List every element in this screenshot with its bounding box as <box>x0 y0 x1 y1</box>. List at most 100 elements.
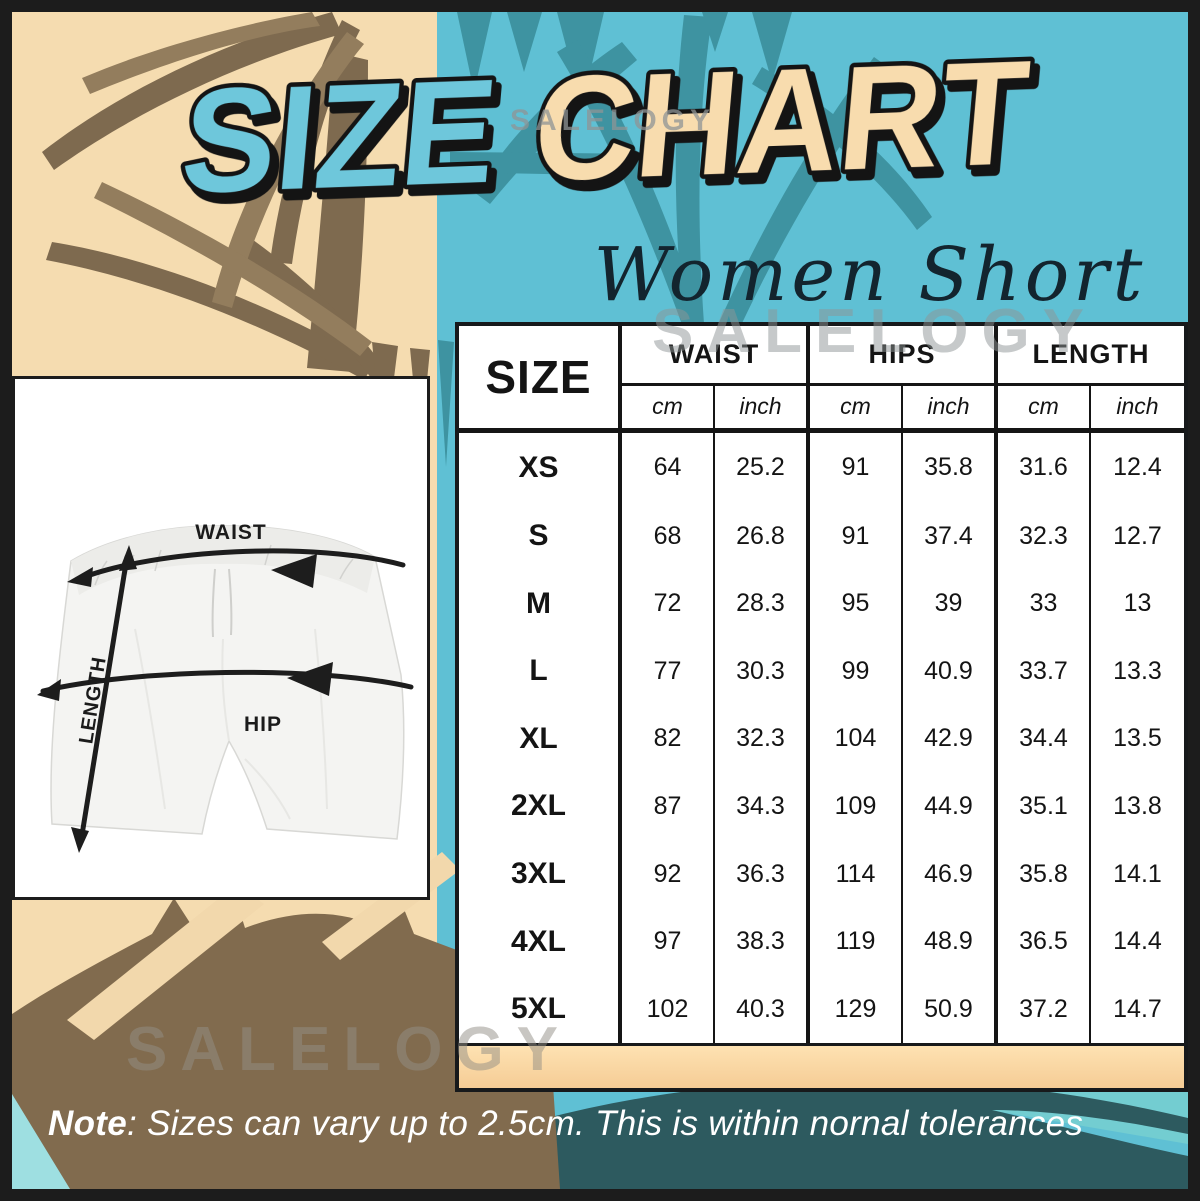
value-cell: 33 <box>994 570 1090 638</box>
value-cell: 77 <box>618 637 714 706</box>
size-table-body: XS 64 25.2 91 35.8 31.6 12.4 S 68 26.8 91 37.4 32.3 1… <box>459 430 1184 1043</box>
size-label: 5XL <box>459 975 622 1043</box>
column-header-size: SIZE <box>459 326 622 433</box>
value-cell: 35.8 <box>901 430 996 503</box>
value-cell: 114 <box>806 840 902 908</box>
title-word-size: SIZE <box>176 49 503 225</box>
size-table-panel: SIZE WAIST HIPS LENGTH cm inch cm inch c… <box>455 322 1188 1092</box>
svg-text:SIZE CHART: SIZE CHART <box>176 30 1035 224</box>
unit-header-inch: inch <box>901 384 996 433</box>
size-label: L <box>459 637 622 706</box>
value-cell: 35.8 <box>994 840 1090 908</box>
value-cell: 33.7 <box>994 637 1090 706</box>
table-row: XS 64 25.2 91 35.8 31.6 12.4 <box>459 430 1184 503</box>
value-cell: 82 <box>618 705 714 773</box>
unit-header-cm: cm <box>618 384 714 433</box>
column-header-hips: HIPS <box>806 326 996 386</box>
value-cell: 14.7 <box>1089 975 1184 1043</box>
table-row: 2XL 87 34.3 109 44.9 35.1 13.8 <box>459 772 1184 841</box>
value-cell: 39 <box>901 570 996 638</box>
value-cell: 38.3 <box>713 907 808 976</box>
hip-label: HIP <box>244 713 282 736</box>
value-cell: 91 <box>806 502 902 571</box>
table-row: M 72 28.3 95 39 33 13 <box>459 570 1184 638</box>
size-label: M <box>459 570 622 638</box>
size-label: S <box>459 502 622 571</box>
hip-arrow <box>40 669 414 694</box>
size-label: 2XL <box>459 772 622 841</box>
value-cell: 28.3 <box>713 570 808 638</box>
note-body: : Sizes can vary up to 2.5cm. This is wi… <box>126 1104 1084 1143</box>
value-cell: 104 <box>806 705 902 773</box>
value-cell: 40.3 <box>713 975 808 1043</box>
palm-silhouettes <box>12 12 1188 1189</box>
value-cell: 26.8 <box>713 502 808 571</box>
value-cell: 36.3 <box>713 840 808 908</box>
value-cell: 129 <box>806 975 902 1043</box>
value-cell: 37.4 <box>901 502 996 571</box>
waist-label: WAIST <box>195 521 267 544</box>
subtitle: Women Short <box>593 232 1147 318</box>
value-cell: 48.9 <box>901 907 996 976</box>
value-cell: 32.3 <box>713 705 808 773</box>
value-cell: 64 <box>618 430 714 503</box>
note-label: Note <box>48 1104 127 1143</box>
unit-header-inch: inch <box>713 384 808 433</box>
value-cell: 46.9 <box>901 840 996 908</box>
value-cell: 99 <box>806 637 902 706</box>
value-cell: 14.1 <box>1089 840 1184 908</box>
value-cell: 13.8 <box>1089 772 1184 841</box>
unit-header-cm: cm <box>806 384 902 433</box>
page-title: SIZE CHART <box>171 26 1039 229</box>
value-cell: 37.2 <box>994 975 1090 1043</box>
value-cell: 13 <box>1089 570 1184 638</box>
table-row: 3XL 92 36.3 114 46.9 35.8 14.1 <box>459 840 1184 908</box>
value-cell: 40.9 <box>901 637 996 706</box>
size-label: XL <box>459 705 622 773</box>
table-row: 4XL 97 38.3 119 48.9 36.5 14.4 <box>459 907 1184 976</box>
value-cell: 36.5 <box>994 907 1090 976</box>
length-arrow <box>78 554 130 844</box>
value-cell: 87 <box>618 772 714 841</box>
value-cell: 25.2 <box>713 430 808 503</box>
value-cell: 44.9 <box>901 772 996 841</box>
value-cell: 32.3 <box>994 502 1090 571</box>
value-cell: 34.3 <box>713 772 808 841</box>
table-footer-strip <box>459 1043 1184 1088</box>
value-cell: 34.4 <box>994 705 1090 773</box>
value-cell: 72 <box>618 570 714 638</box>
value-cell: 91 <box>806 430 902 503</box>
value-cell: 119 <box>806 907 902 976</box>
value-cell: 35.1 <box>994 772 1090 841</box>
shorts-illustration: WAIST HIP LENGTH <box>37 521 414 853</box>
size-label: XS <box>459 430 622 503</box>
value-cell: 30.3 <box>713 637 808 706</box>
table-row: 5XL 102 40.3 129 50.9 37.2 14.7 <box>459 975 1184 1043</box>
value-cell: 12.7 <box>1089 502 1184 571</box>
size-label: 4XL <box>459 907 622 976</box>
value-cell: 31.6 <box>994 430 1090 503</box>
value-cell: 97 <box>618 907 714 976</box>
shorts-diagram-panel: WAIST HIP LENGTH <box>12 376 430 900</box>
title-word-chart: CHART <box>528 30 1035 212</box>
table-row: L 77 30.3 99 40.9 33.7 13.3 <box>459 637 1184 706</box>
table-row: XL 82 32.3 104 42.9 34.4 13.5 <box>459 705 1184 773</box>
unit-header-cm: cm <box>994 384 1090 433</box>
waist-arrow <box>76 548 406 582</box>
value-cell: 14.4 <box>1089 907 1184 976</box>
size-table: SIZE WAIST HIPS LENGTH cm inch cm inch c… <box>459 326 1184 1043</box>
value-cell: 12.4 <box>1089 430 1184 503</box>
value-cell: 109 <box>806 772 902 841</box>
value-cell: 102 <box>618 975 714 1043</box>
table-row: S 68 26.8 91 37.4 32.3 12.7 <box>459 502 1184 571</box>
column-header-length: LENGTH <box>994 326 1184 386</box>
value-cell: 95 <box>806 570 902 638</box>
value-cell: 92 <box>618 840 714 908</box>
value-cell: 42.9 <box>901 705 996 773</box>
value-cell: 13.5 <box>1089 705 1184 773</box>
unit-header-inch: inch <box>1089 384 1184 433</box>
value-cell: 68 <box>618 502 714 571</box>
note-text: Note: Sizes can vary up to 2.5cm. This i… <box>48 1104 1176 1144</box>
size-label: 3XL <box>459 840 622 908</box>
